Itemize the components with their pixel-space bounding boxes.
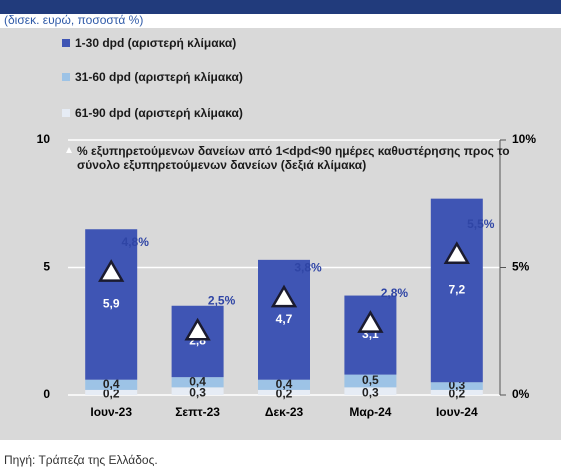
data-label: 0,4 (189, 374, 206, 388)
legend-swatch (62, 109, 70, 117)
legend-item: % εξυπηρετούμενων δανείων από 1<dpd<90 η… (66, 144, 541, 172)
data-label: 0,2 (276, 387, 293, 401)
y2-tick-label: 0% (512, 387, 530, 401)
bar-segment (258, 259, 310, 380)
bar-segment (430, 198, 483, 383)
bar-segment (171, 387, 224, 395)
data-label: 0,3 (362, 385, 379, 399)
marker (357, 310, 384, 333)
data-label: 0,4 (103, 377, 120, 391)
bar-segment (430, 389, 483, 395)
data-label: 7,2 (448, 283, 465, 297)
data-label: 0,2 (103, 387, 120, 401)
legend-swatch (62, 73, 70, 81)
marker (98, 259, 125, 282)
bar-segment (344, 295, 397, 375)
data-label: 0,3 (189, 385, 206, 399)
bar-segment (430, 382, 483, 390)
data-label: 0,5 (362, 373, 379, 387)
legend-label: % εξυπηρετούμενων δανείων από 1<dpd<90 η… (77, 144, 510, 172)
data-label: 0,4 (276, 377, 293, 391)
bar-segment (85, 389, 138, 395)
x-tick-label: Σεπτ-23 (175, 405, 220, 419)
legend-item: 61-90 dpd (αριστερή κλίμακα) (62, 106, 243, 120)
y-tick-label: 0 (43, 387, 50, 401)
bar-segment (85, 379, 138, 390)
x-tick-label: Ιουν-24 (436, 405, 478, 419)
chart-subtitle: (δισεκ. ευρώ, ποσοστά %) (4, 13, 143, 27)
legend-label: 31-60 dpd (αριστερή κλίμακα) (75, 70, 243, 84)
data-label: 0,2 (448, 387, 465, 401)
bar-segment (258, 389, 310, 395)
bar-segment (171, 305, 224, 378)
y-tick-label: 10 (37, 132, 51, 146)
y2-tick-label: 10% (512, 132, 536, 146)
legend-item: 1-30 dpd (αριστερή κλίμακα) (62, 36, 236, 50)
legend-item: 31-60 dpd (αριστερή κλίμακα) (62, 70, 243, 84)
bar-segment (258, 379, 310, 390)
data-label: 5,5% (467, 217, 495, 231)
header-bar (0, 0, 561, 14)
legend-swatch (62, 39, 70, 47)
data-label: 4,7 (276, 312, 293, 326)
marker (270, 284, 298, 308)
marker (184, 317, 211, 341)
y2-tick-label: 5% (512, 260, 530, 274)
data-label: 2,8% (381, 286, 409, 300)
data-label: 2,5% (208, 293, 236, 307)
bar-segment (344, 387, 397, 395)
bar-segment (171, 377, 224, 388)
legend-label: 61-90 dpd (αριστερή κλίμακα) (75, 106, 243, 120)
x-tick-label: Δεκ-23 (265, 405, 304, 419)
data-label: 3,8% (294, 260, 322, 274)
legend-swatch (66, 147, 72, 153)
y-tick-label: 5 (43, 260, 50, 274)
legend-label: 1-30 dpd (αριστερή κλίμακα) (75, 36, 237, 50)
x-tick-label: Μαρ-24 (349, 405, 391, 419)
bar-segment (85, 229, 138, 380)
source: Πηγή: Τράπεζα της Ελλάδος. (4, 453, 158, 467)
x-tick-label: Ιουν-23 (90, 405, 132, 419)
marker (443, 241, 470, 264)
data-label: 4,8% (122, 235, 150, 249)
data-label: 5,9 (103, 297, 120, 311)
bar-segment (344, 374, 397, 388)
